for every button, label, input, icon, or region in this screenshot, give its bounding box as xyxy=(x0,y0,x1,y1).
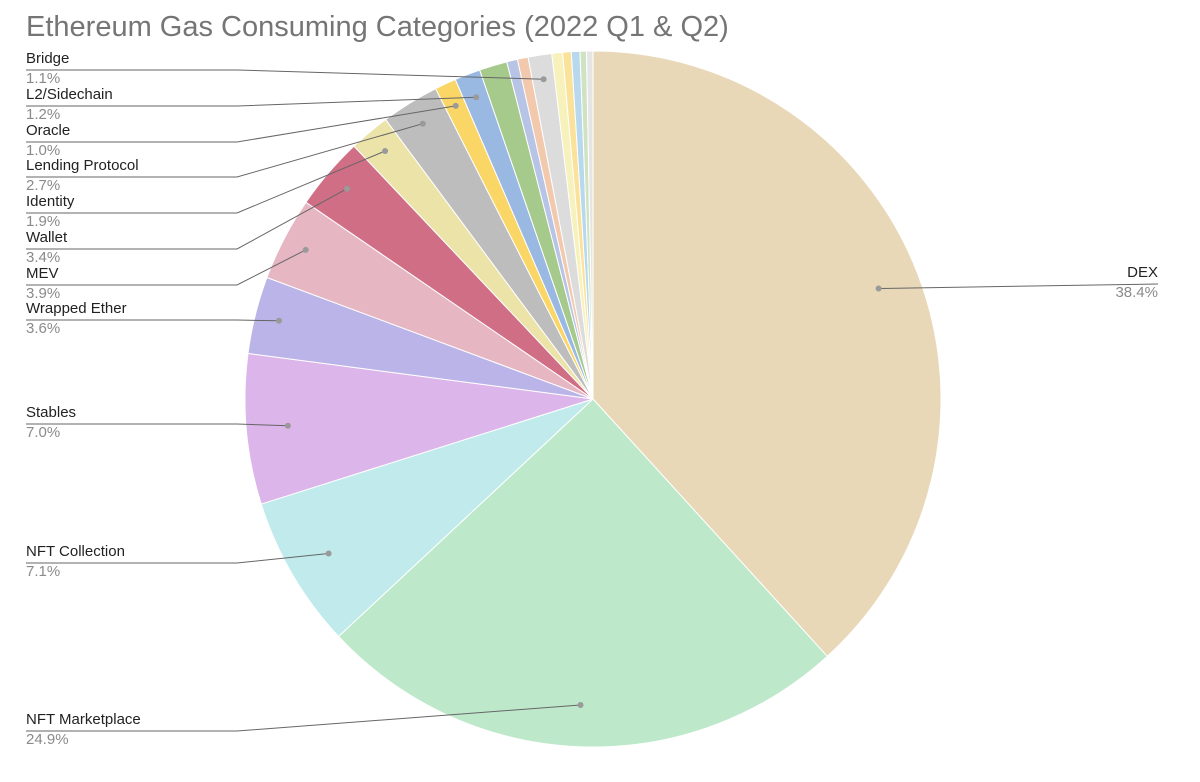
leader-line xyxy=(26,553,329,564)
leader-line xyxy=(26,249,306,286)
slice-label-lending-protocol: Lending Protocol 2.7% xyxy=(26,120,426,194)
pie-slice-other-19 xyxy=(585,50,594,400)
slice-label-dex: DEX 38.4% xyxy=(875,264,1159,301)
leader-dot xyxy=(577,702,584,708)
leader-dot xyxy=(452,102,459,109)
leader-line xyxy=(26,150,386,214)
leader-line xyxy=(26,319,280,322)
leader-dot xyxy=(382,148,389,154)
leader-dot xyxy=(344,185,350,192)
leader-line xyxy=(26,96,477,107)
pie-slice-nft-marketplace xyxy=(337,398,828,748)
slice-label-value: 7.0% xyxy=(26,424,60,441)
slice-label-name: L2/Sidechain xyxy=(26,86,113,103)
slice-label-value: 38.4% xyxy=(1115,284,1158,301)
slice-label-value: 3.6% xyxy=(26,320,60,337)
leader-line xyxy=(26,105,456,143)
slice-label-value: 24.9% xyxy=(26,731,69,748)
slice-label-mev: MEV 3.9% xyxy=(26,246,309,302)
leader-dot xyxy=(302,246,309,253)
pie-slice-dex xyxy=(592,50,942,658)
leader-dot xyxy=(419,120,426,127)
slice-label-name: Bridge xyxy=(26,50,69,67)
leader-line xyxy=(26,69,544,80)
leader-dot xyxy=(325,550,332,557)
slice-label-value: 1.0% xyxy=(26,142,60,159)
leader-line xyxy=(26,704,581,732)
slice-label-name: NFT Collection xyxy=(26,543,125,560)
slice-label-name: Lending Protocol xyxy=(26,157,139,174)
slice-label-wrapped-ether: Wrapped Ether 3.6% xyxy=(26,300,282,337)
leader-line xyxy=(878,283,1159,289)
slice-label-name: Identity xyxy=(26,193,75,210)
pie-slices xyxy=(244,50,942,748)
slice-label-name: DEX xyxy=(1127,264,1158,281)
slice-label-value: 1.9% xyxy=(26,213,60,230)
slice-label-stables: Stables 7.0% xyxy=(26,404,291,441)
slice-label-value: 2.7% xyxy=(26,177,60,194)
leader-dot xyxy=(276,317,282,324)
slice-label-name: MEV xyxy=(26,265,59,282)
slice-label-value: 3.9% xyxy=(26,285,60,302)
slice-label-value: 1.1% xyxy=(26,70,60,87)
pie-slice-nft-collection xyxy=(260,398,594,638)
leader-dot xyxy=(284,422,291,429)
slice-label-value: 1.2% xyxy=(26,106,60,123)
slice-label-name: Wallet xyxy=(26,229,68,246)
slice-label-value: 7.1% xyxy=(26,563,60,580)
slice-label-nft-marketplace: NFT Marketplace 24.9% xyxy=(26,702,584,748)
slice-label-value: 3.4% xyxy=(26,249,60,266)
slice-label-name: Stables xyxy=(26,404,76,421)
leader-line xyxy=(26,188,348,250)
slice-label-wallet: Wallet 3.4% xyxy=(26,185,350,266)
chart-title: Ethereum Gas Consuming Categories (2022 … xyxy=(26,11,729,43)
slice-label-name: Oracle xyxy=(26,122,70,139)
slice-label-name: NFT Marketplace xyxy=(26,711,141,728)
leader-dot xyxy=(473,94,480,101)
leader-dot xyxy=(540,76,547,83)
slice-label-nft-collection: NFT Collection 7.1% xyxy=(26,543,332,580)
slice-label-name: Wrapped Ether xyxy=(26,300,127,317)
pie-slice-stables xyxy=(244,352,594,505)
slice-label-identity: Identity 1.9% xyxy=(26,148,389,230)
leader-line xyxy=(26,123,423,178)
leader-line xyxy=(26,423,288,427)
slice-label-bridge: Bridge 1.1% xyxy=(26,50,547,87)
pie-labels: DEX 38.4% NFT Marketplace 24.9% NFT Collecti… xyxy=(26,50,1159,748)
slice-label-l2-sidechain: L2/Sidechain 1.2% xyxy=(26,86,480,123)
leader-dot xyxy=(875,285,882,292)
slice-label-oracle: Oracle 1.0% xyxy=(26,102,459,159)
